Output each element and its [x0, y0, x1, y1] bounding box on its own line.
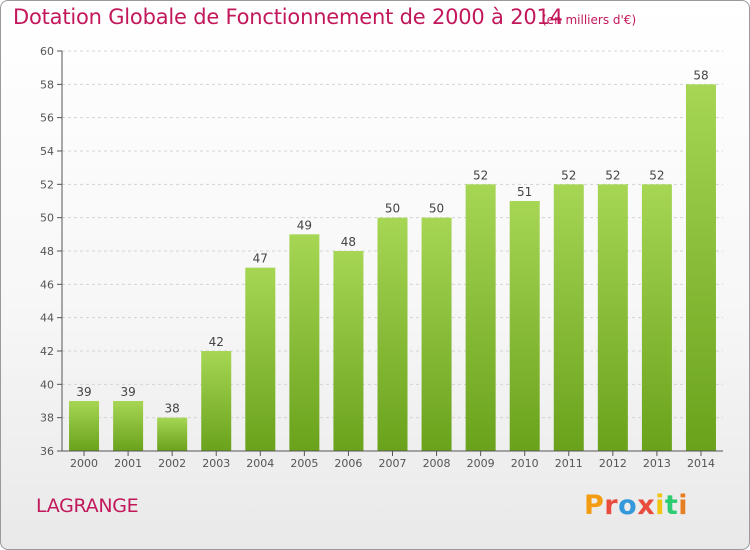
- bar-2003: [201, 351, 232, 451]
- unit-note: (en milliers d'€): [542, 13, 637, 27]
- y-tick-label: 42: [40, 345, 54, 358]
- y-tick-label: 54: [40, 145, 54, 158]
- bar-2004: [245, 267, 276, 451]
- logo-letter: P: [584, 490, 605, 521]
- x-tick-label: 2006: [334, 457, 362, 470]
- y-tick-label: 40: [40, 378, 54, 391]
- y-tick-label: 56: [40, 112, 54, 125]
- x-tick-label: 2010: [511, 457, 539, 470]
- y-tick-label: 36: [40, 445, 54, 458]
- logo-letter: o: [618, 490, 638, 521]
- x-tick-label: 2009: [467, 457, 495, 470]
- bars: 39 39 38 42 47 49 48 50 50 52 51 52 52 52 58: [69, 68, 716, 452]
- x-tick-label: 2012: [599, 457, 627, 470]
- value-label: 52: [473, 168, 488, 182]
- x-tick-label: 2014: [687, 457, 715, 470]
- value-label: 39: [120, 385, 135, 399]
- x-tick-label: 2005: [290, 457, 318, 470]
- bar-2001: [113, 401, 144, 451]
- bar-2008: [421, 217, 452, 451]
- value-label: 52: [649, 168, 664, 182]
- commune-name: LAGRANGE: [36, 495, 139, 517]
- x-tick-label: 2001: [114, 457, 142, 470]
- logo-letter: r: [604, 490, 619, 521]
- y-tick-label: 46: [40, 278, 54, 291]
- logo-letter: t: [664, 490, 679, 521]
- bar-2011: [553, 184, 584, 452]
- logo-letter: i: [655, 490, 665, 521]
- value-label: 50: [429, 202, 444, 216]
- axes: 36 38 40 42 44 46 48 50 52 54 56 58 60 2000 2001 2002 20…: [40, 45, 723, 470]
- bar-2014: [685, 84, 716, 451]
- x-tick-label: 2011: [555, 457, 583, 470]
- value-label: 52: [605, 168, 620, 182]
- y-tick-label: 38: [40, 412, 54, 425]
- value-label: 38: [165, 402, 180, 416]
- bar-2013: [641, 184, 672, 452]
- value-label: 50: [385, 202, 400, 216]
- x-tick-label: 2013: [643, 457, 671, 470]
- y-tick-label: 52: [40, 178, 54, 191]
- bar-2000: [69, 401, 100, 451]
- value-label: 39: [76, 385, 91, 399]
- chart-title: Dotation Globale de Fonctionnement de 20…: [13, 5, 563, 29]
- logo-letter: x: [637, 490, 656, 521]
- x-tick-label: 2000: [70, 457, 98, 470]
- value-label: 58: [693, 68, 708, 82]
- logo-letter: i: [678, 490, 689, 521]
- bar-2002: [157, 417, 188, 451]
- y-tick-label: 50: [40, 212, 54, 225]
- bar-2007: [377, 217, 408, 451]
- x-tick-label: 2002: [158, 457, 186, 470]
- x-tick-label: 2004: [246, 457, 274, 470]
- value-label: 51: [517, 185, 532, 199]
- bar-2010: [509, 201, 540, 451]
- x-tick-label: 2008: [423, 457, 451, 470]
- proxiti-logo[interactable]: Proxiti: [584, 490, 688, 521]
- bar-2006: [333, 251, 364, 451]
- value-label: 47: [253, 252, 268, 266]
- value-label: 42: [209, 335, 224, 349]
- bar-2009: [465, 184, 496, 452]
- value-label: 48: [341, 235, 356, 249]
- y-tick-label: 60: [40, 45, 54, 58]
- x-tick-label: 2007: [379, 457, 407, 470]
- y-tick-label: 44: [40, 312, 54, 325]
- value-label: 49: [297, 218, 312, 232]
- bar-2005: [289, 234, 320, 451]
- bar-2012: [597, 184, 628, 452]
- y-tick-label: 58: [40, 78, 54, 91]
- value-label: 52: [561, 168, 576, 182]
- x-tick-label: 2003: [202, 457, 230, 470]
- y-tick-label: 48: [40, 245, 54, 258]
